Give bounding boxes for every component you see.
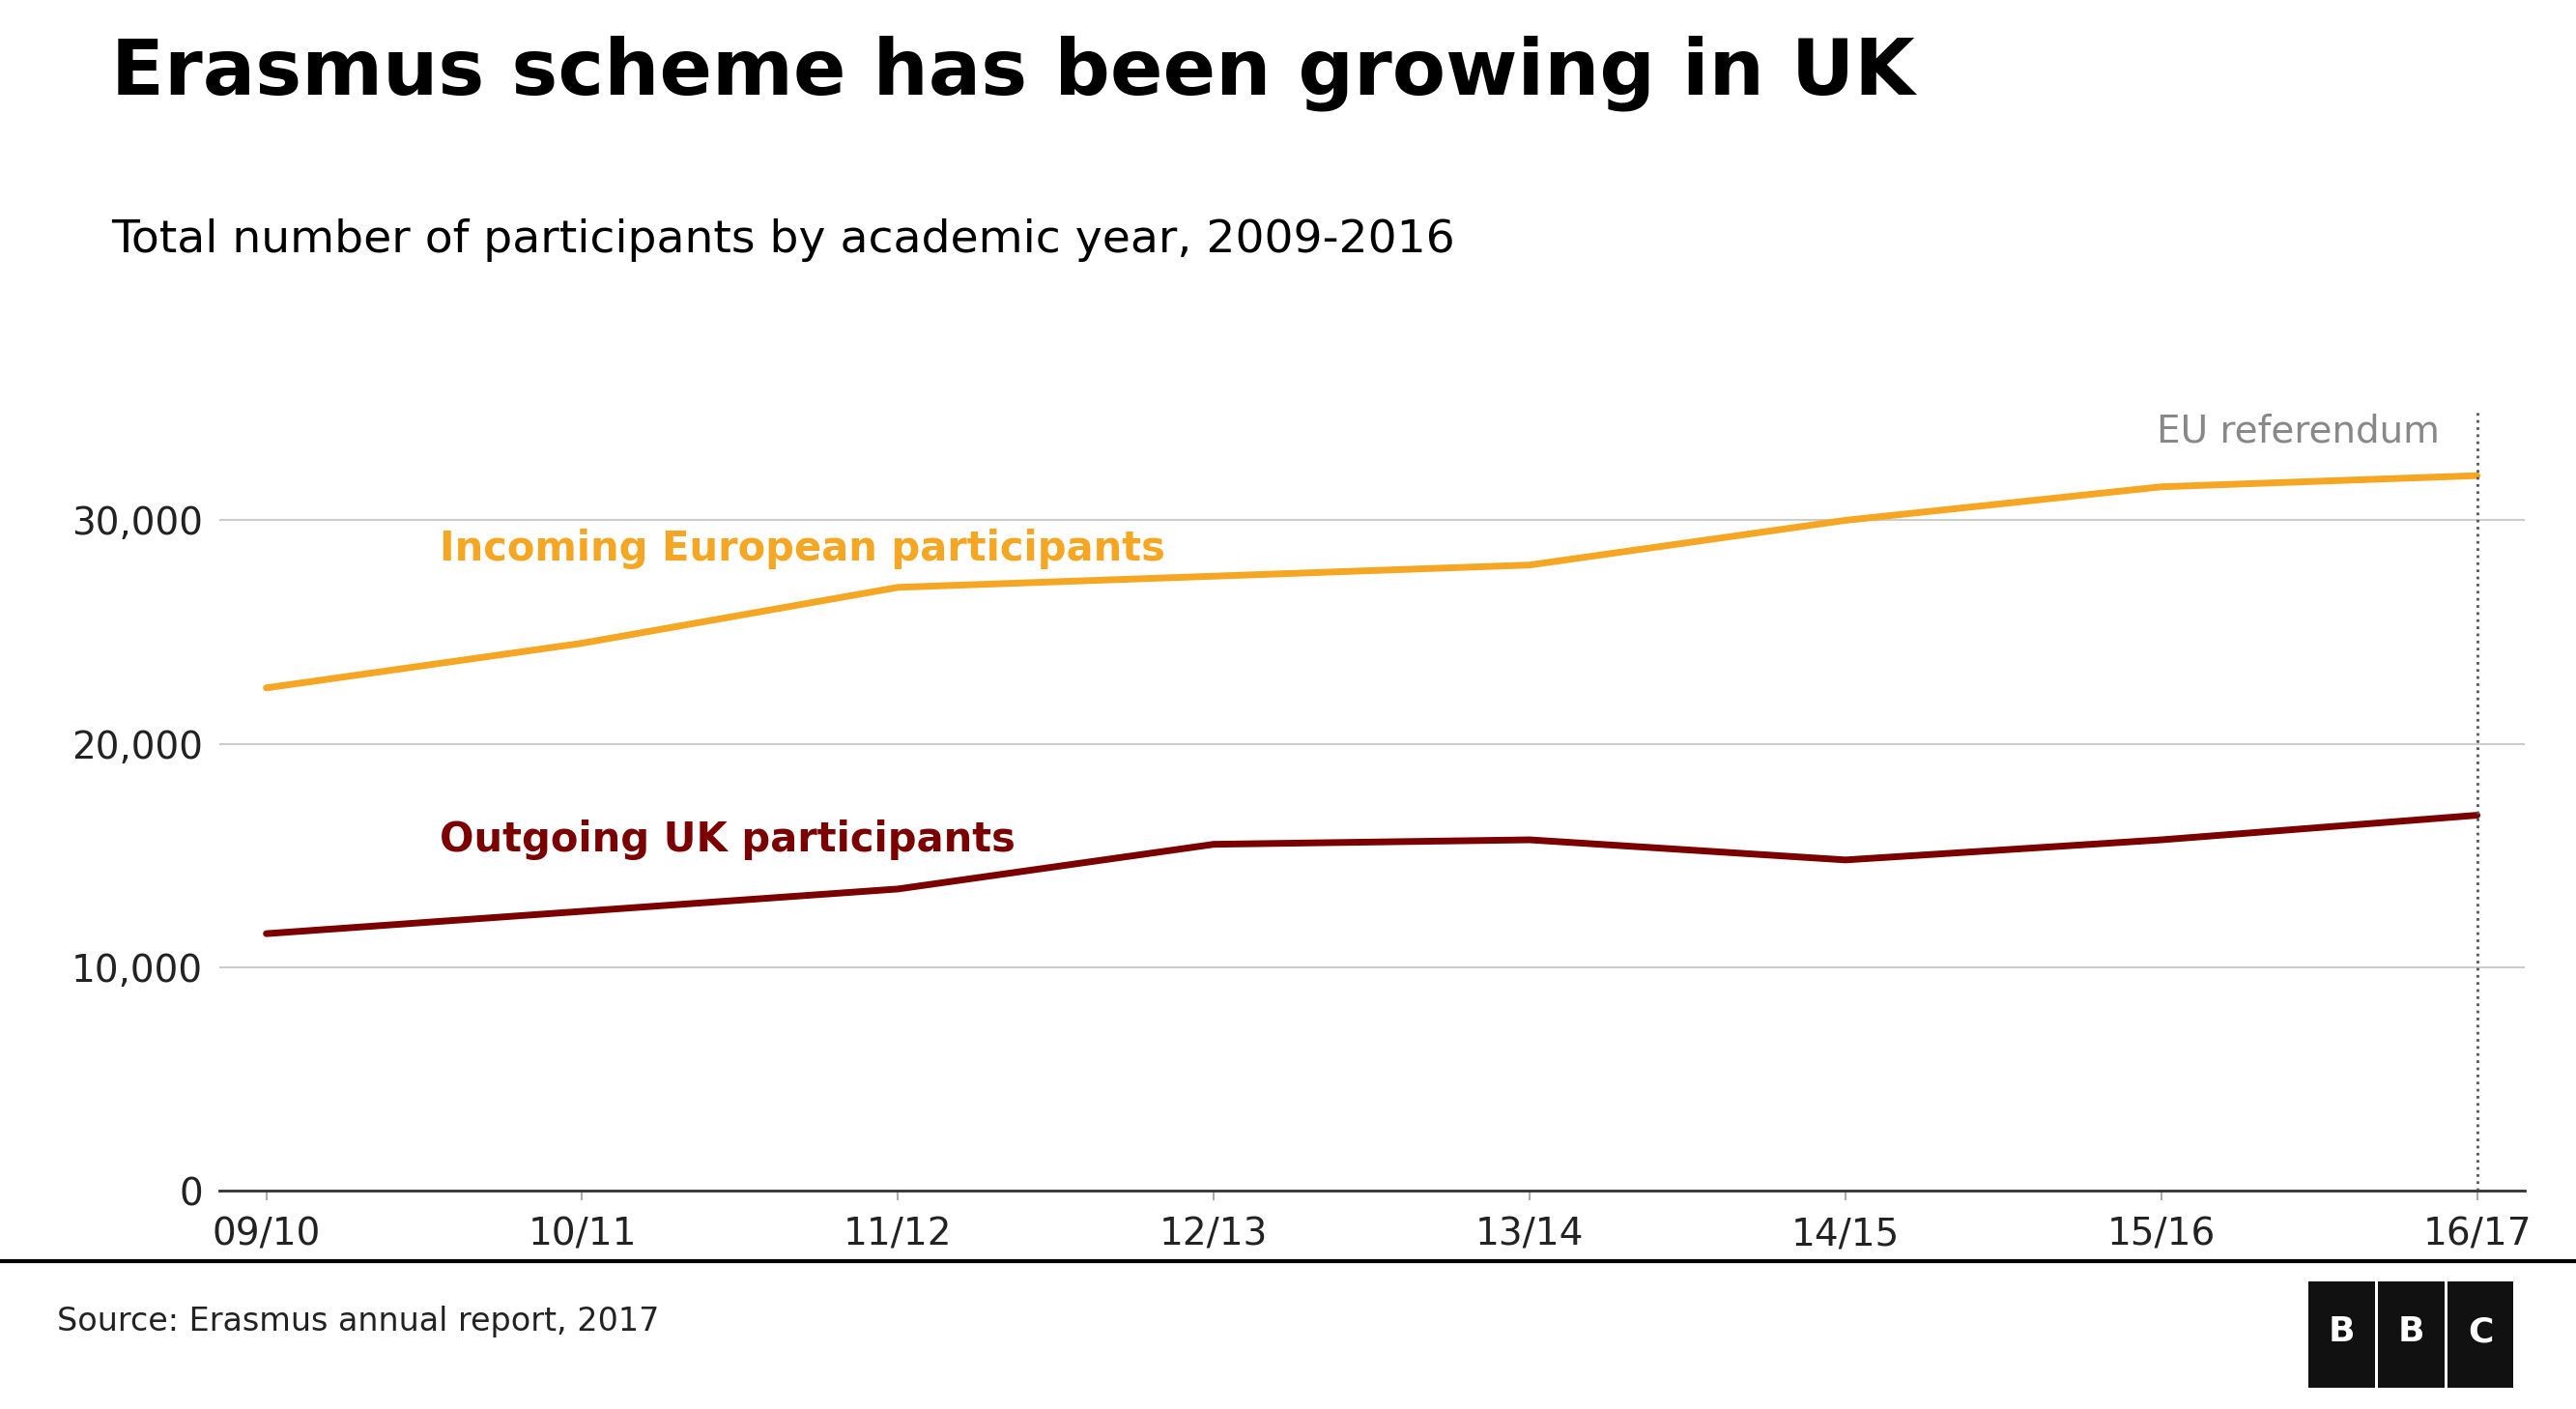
FancyBboxPatch shape (2447, 1281, 2514, 1388)
Text: Outgoing UK participants: Outgoing UK participants (440, 820, 1015, 859)
Text: B: B (2329, 1316, 2354, 1348)
FancyBboxPatch shape (2378, 1281, 2445, 1388)
Text: Erasmus scheme has been growing in UK: Erasmus scheme has been growing in UK (111, 35, 1914, 111)
Text: Total number of participants by academic year, 2009-2016: Total number of participants by academic… (111, 218, 1455, 262)
Text: Source: Erasmus annual report, 2017: Source: Erasmus annual report, 2017 (57, 1306, 659, 1337)
Text: EU referendum: EU referendum (2156, 413, 2439, 449)
FancyBboxPatch shape (2308, 1281, 2375, 1388)
Text: Incoming European participants: Incoming European participants (440, 528, 1164, 569)
Text: C: C (2468, 1316, 2494, 1348)
Text: B: B (2398, 1316, 2424, 1348)
